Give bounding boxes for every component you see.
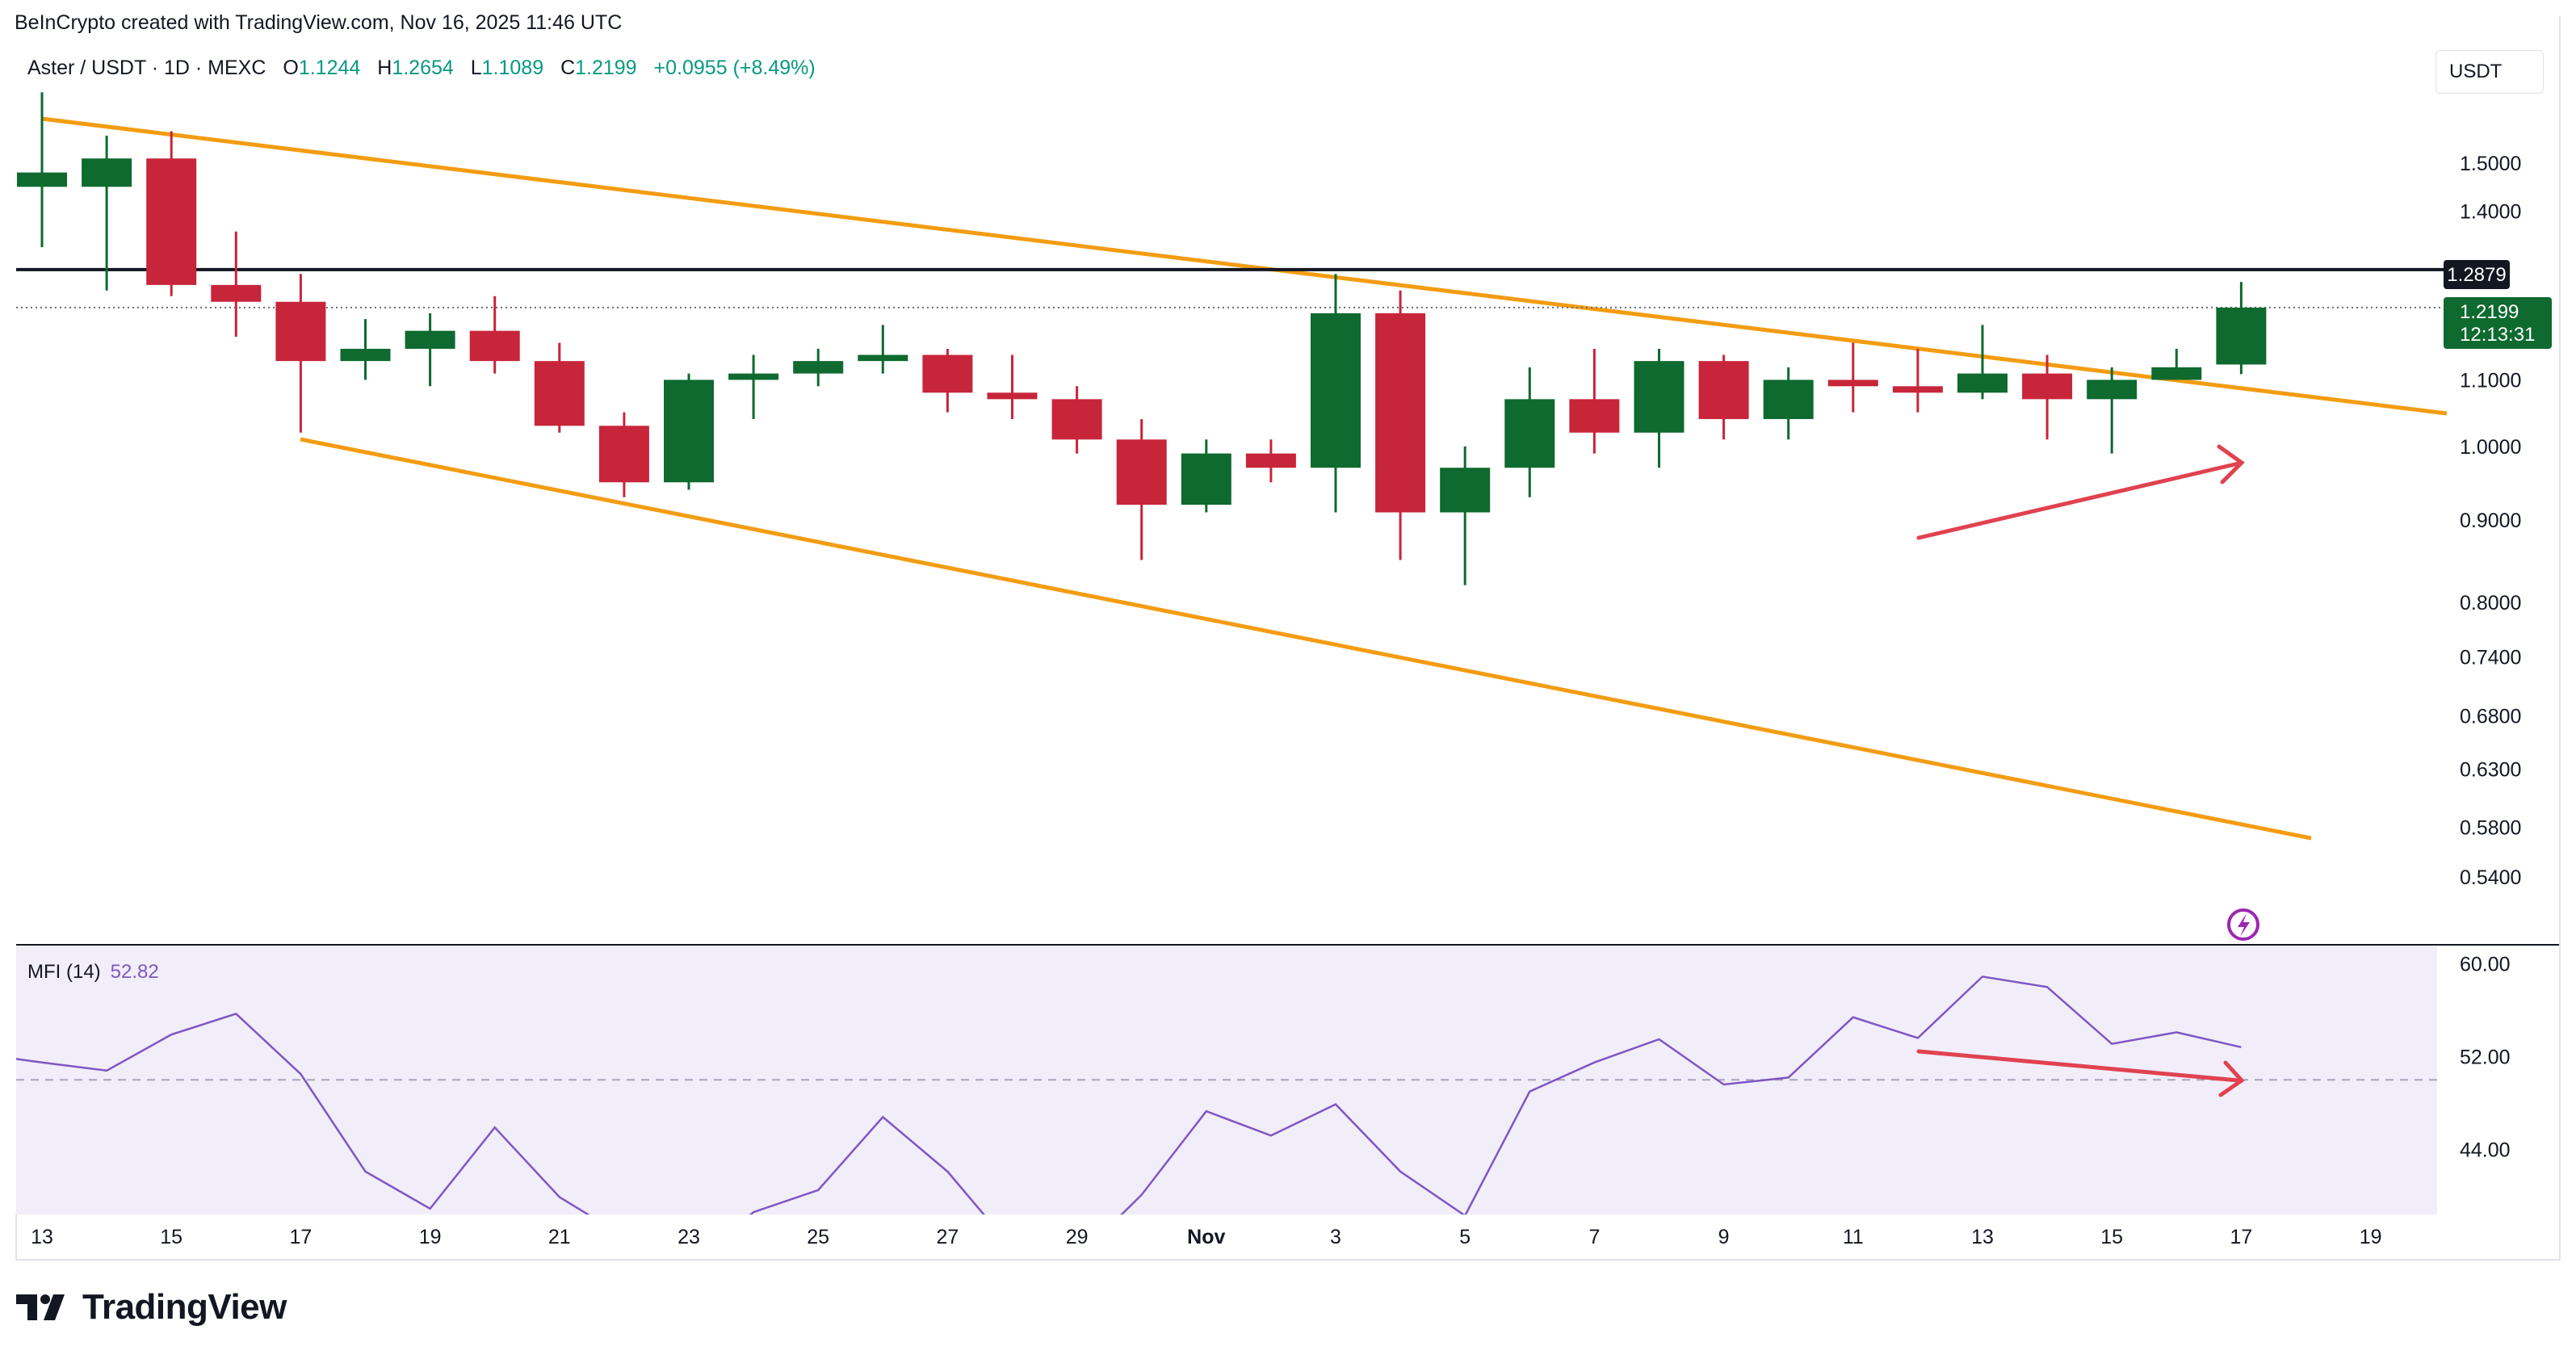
time-axis-label: Nov — [1187, 1226, 1225, 1248]
time-axis-label: 9 — [1718, 1226, 1730, 1248]
symbol-name[interactable]: Aster / USDT · 1D · MEXC — [27, 57, 266, 79]
candle-body[interactable] — [1763, 380, 1814, 419]
high-label: H — [377, 57, 392, 79]
time-axis-label: 13 — [1971, 1226, 1994, 1248]
candle-body[interactable] — [211, 284, 262, 302]
time-axis-label: 3 — [1330, 1226, 1341, 1248]
time-axis-label: 23 — [678, 1226, 700, 1248]
time-axis-label: 15 — [160, 1226, 183, 1248]
time-axis-label: 19 — [2360, 1226, 2382, 1248]
time-axis-label: 15 — [2100, 1226, 2123, 1248]
candle-body[interactable] — [793, 361, 844, 374]
candle-body[interactable] — [987, 392, 1038, 400]
time-axis-label: 17 — [289, 1226, 312, 1248]
time-axis-label: 5 — [1459, 1226, 1471, 1248]
price-axis-label: 0.9000 — [2460, 510, 2521, 532]
last-price-tag: 1.2199 12:13:31 — [2444, 297, 2552, 349]
candle-body[interactable] — [1051, 399, 1102, 440]
time-axis-label: 27 — [936, 1226, 959, 1248]
candle-body[interactable] — [534, 361, 585, 426]
open-label: O — [283, 57, 299, 79]
candle-body[interactable] — [2216, 307, 2267, 365]
mfi-axis-label: 44.00 — [2460, 1139, 2511, 1162]
candle-body[interactable] — [1440, 468, 1491, 513]
time-axis-label: 7 — [1588, 1226, 1600, 1248]
candle-body[interactable] — [340, 348, 391, 362]
high-value: 1.2654 — [392, 57, 454, 79]
candle-body[interactable] — [146, 158, 197, 285]
candle-body[interactable] — [1569, 399, 1620, 433]
price-axis-label: 0.7400 — [2460, 647, 2521, 669]
price-axis-label: 0.6300 — [2460, 759, 2521, 782]
candle-body[interactable] — [275, 301, 326, 362]
price-axis-label: 0.6800 — [2460, 706, 2521, 728]
price-axis-label: 1.0000 — [2460, 436, 2521, 459]
time-axis-label: 17 — [2230, 1226, 2252, 1248]
price-up-arrow[interactable] — [1916, 444, 2245, 540]
mfi-legend: MFI (14) 52.82 — [27, 961, 159, 984]
mfi-axis-label: 60.00 — [2460, 954, 2511, 976]
price-axis-label: 1.5000 — [2460, 153, 2521, 175]
chart-credit: BeInCrypto created with TradingView.com,… — [15, 11, 623, 34]
candle-body[interactable] — [1892, 386, 1943, 393]
candle-body[interactable] — [922, 354, 973, 393]
mfi-line[interactable] — [16, 975, 2242, 1268]
candle-body[interactable] — [1116, 439, 1167, 506]
close-label: C — [560, 57, 576, 79]
time-axis-label: 29 — [1066, 1226, 1089, 1248]
candle-body[interactable] — [1245, 453, 1296, 468]
candle-body[interactable] — [1698, 361, 1749, 419]
candle-body[interactable] — [405, 330, 455, 349]
candle-body[interactable] — [1634, 361, 1684, 433]
resistance-tag-text: 1.2879 — [2447, 264, 2506, 286]
lower-trendline[interactable] — [300, 437, 2312, 841]
time-axis-label: 25 — [807, 1226, 829, 1248]
time-axis-label: 19 — [419, 1226, 442, 1248]
mfi-name[interactable]: MFI (14) — [27, 961, 101, 983]
candle-body[interactable] — [17, 172, 67, 187]
close-value: 1.2199 — [575, 57, 637, 79]
currency-button[interactable]: USDT — [2435, 50, 2544, 94]
candle-body[interactable] — [1181, 453, 1231, 506]
price-axis-label: 1.4000 — [2460, 201, 2521, 224]
price-axis-label: 0.8000 — [2460, 592, 2521, 615]
candle-body[interactable] — [82, 158, 132, 187]
time-axis-label: 21 — [548, 1226, 571, 1248]
time-axis-label: 11 — [1843, 1226, 1864, 1248]
candle-body[interactable] — [728, 373, 779, 380]
candle-body[interactable] — [664, 380, 714, 483]
candle-body[interactable] — [1375, 313, 1426, 513]
mfi-value: 52.82 — [110, 961, 159, 983]
candle-body[interactable] — [2087, 380, 2138, 400]
open-value: 1.1244 — [298, 57, 361, 79]
price-axis-label: 0.5800 — [2460, 816, 2521, 839]
mfi-axis-label: 52.00 — [2460, 1047, 2511, 1069]
tradingview-brand: TradingView — [16, 1287, 287, 1328]
change-value: +0.0955 (+8.49%) — [653, 57, 816, 79]
candle-body[interactable] — [1957, 373, 2008, 393]
symbol-legend: Aster / USDT · 1D · MEXC O1.1244 H1.2654… — [27, 57, 816, 80]
resistance-price-tag: 1.2879 — [2444, 260, 2510, 289]
candle-body[interactable] — [1827, 380, 1878, 387]
low-value: 1.1089 — [481, 57, 544, 79]
lightning-icon[interactable] — [2227, 908, 2259, 941]
candle-body[interactable] — [1311, 313, 1361, 468]
low-label: L — [470, 57, 482, 79]
candle-body[interactable] — [2151, 367, 2202, 380]
candle-body[interactable] — [858, 354, 908, 362]
candle-body[interactable] — [598, 426, 649, 483]
countdown-text: 12:13:31 — [2460, 324, 2535, 346]
price-axis-label: 1.1000 — [2460, 369, 2521, 392]
candle-body[interactable] — [2022, 373, 2073, 400]
candle-body[interactable] — [1504, 399, 1555, 468]
brand-name: TradingView — [82, 1287, 287, 1327]
price-axis-label: 0.5400 — [2460, 866, 2521, 889]
time-axis-label: 13 — [31, 1226, 53, 1248]
tradingview-logo-icon — [16, 1294, 65, 1320]
mfi-down-arrow[interactable] — [1916, 1049, 2245, 1097]
upper-trendline[interactable] — [41, 116, 2448, 416]
last-price-tag-text: 1.2199 — [2460, 301, 2519, 323]
candle-body[interactable] — [469, 330, 520, 362]
